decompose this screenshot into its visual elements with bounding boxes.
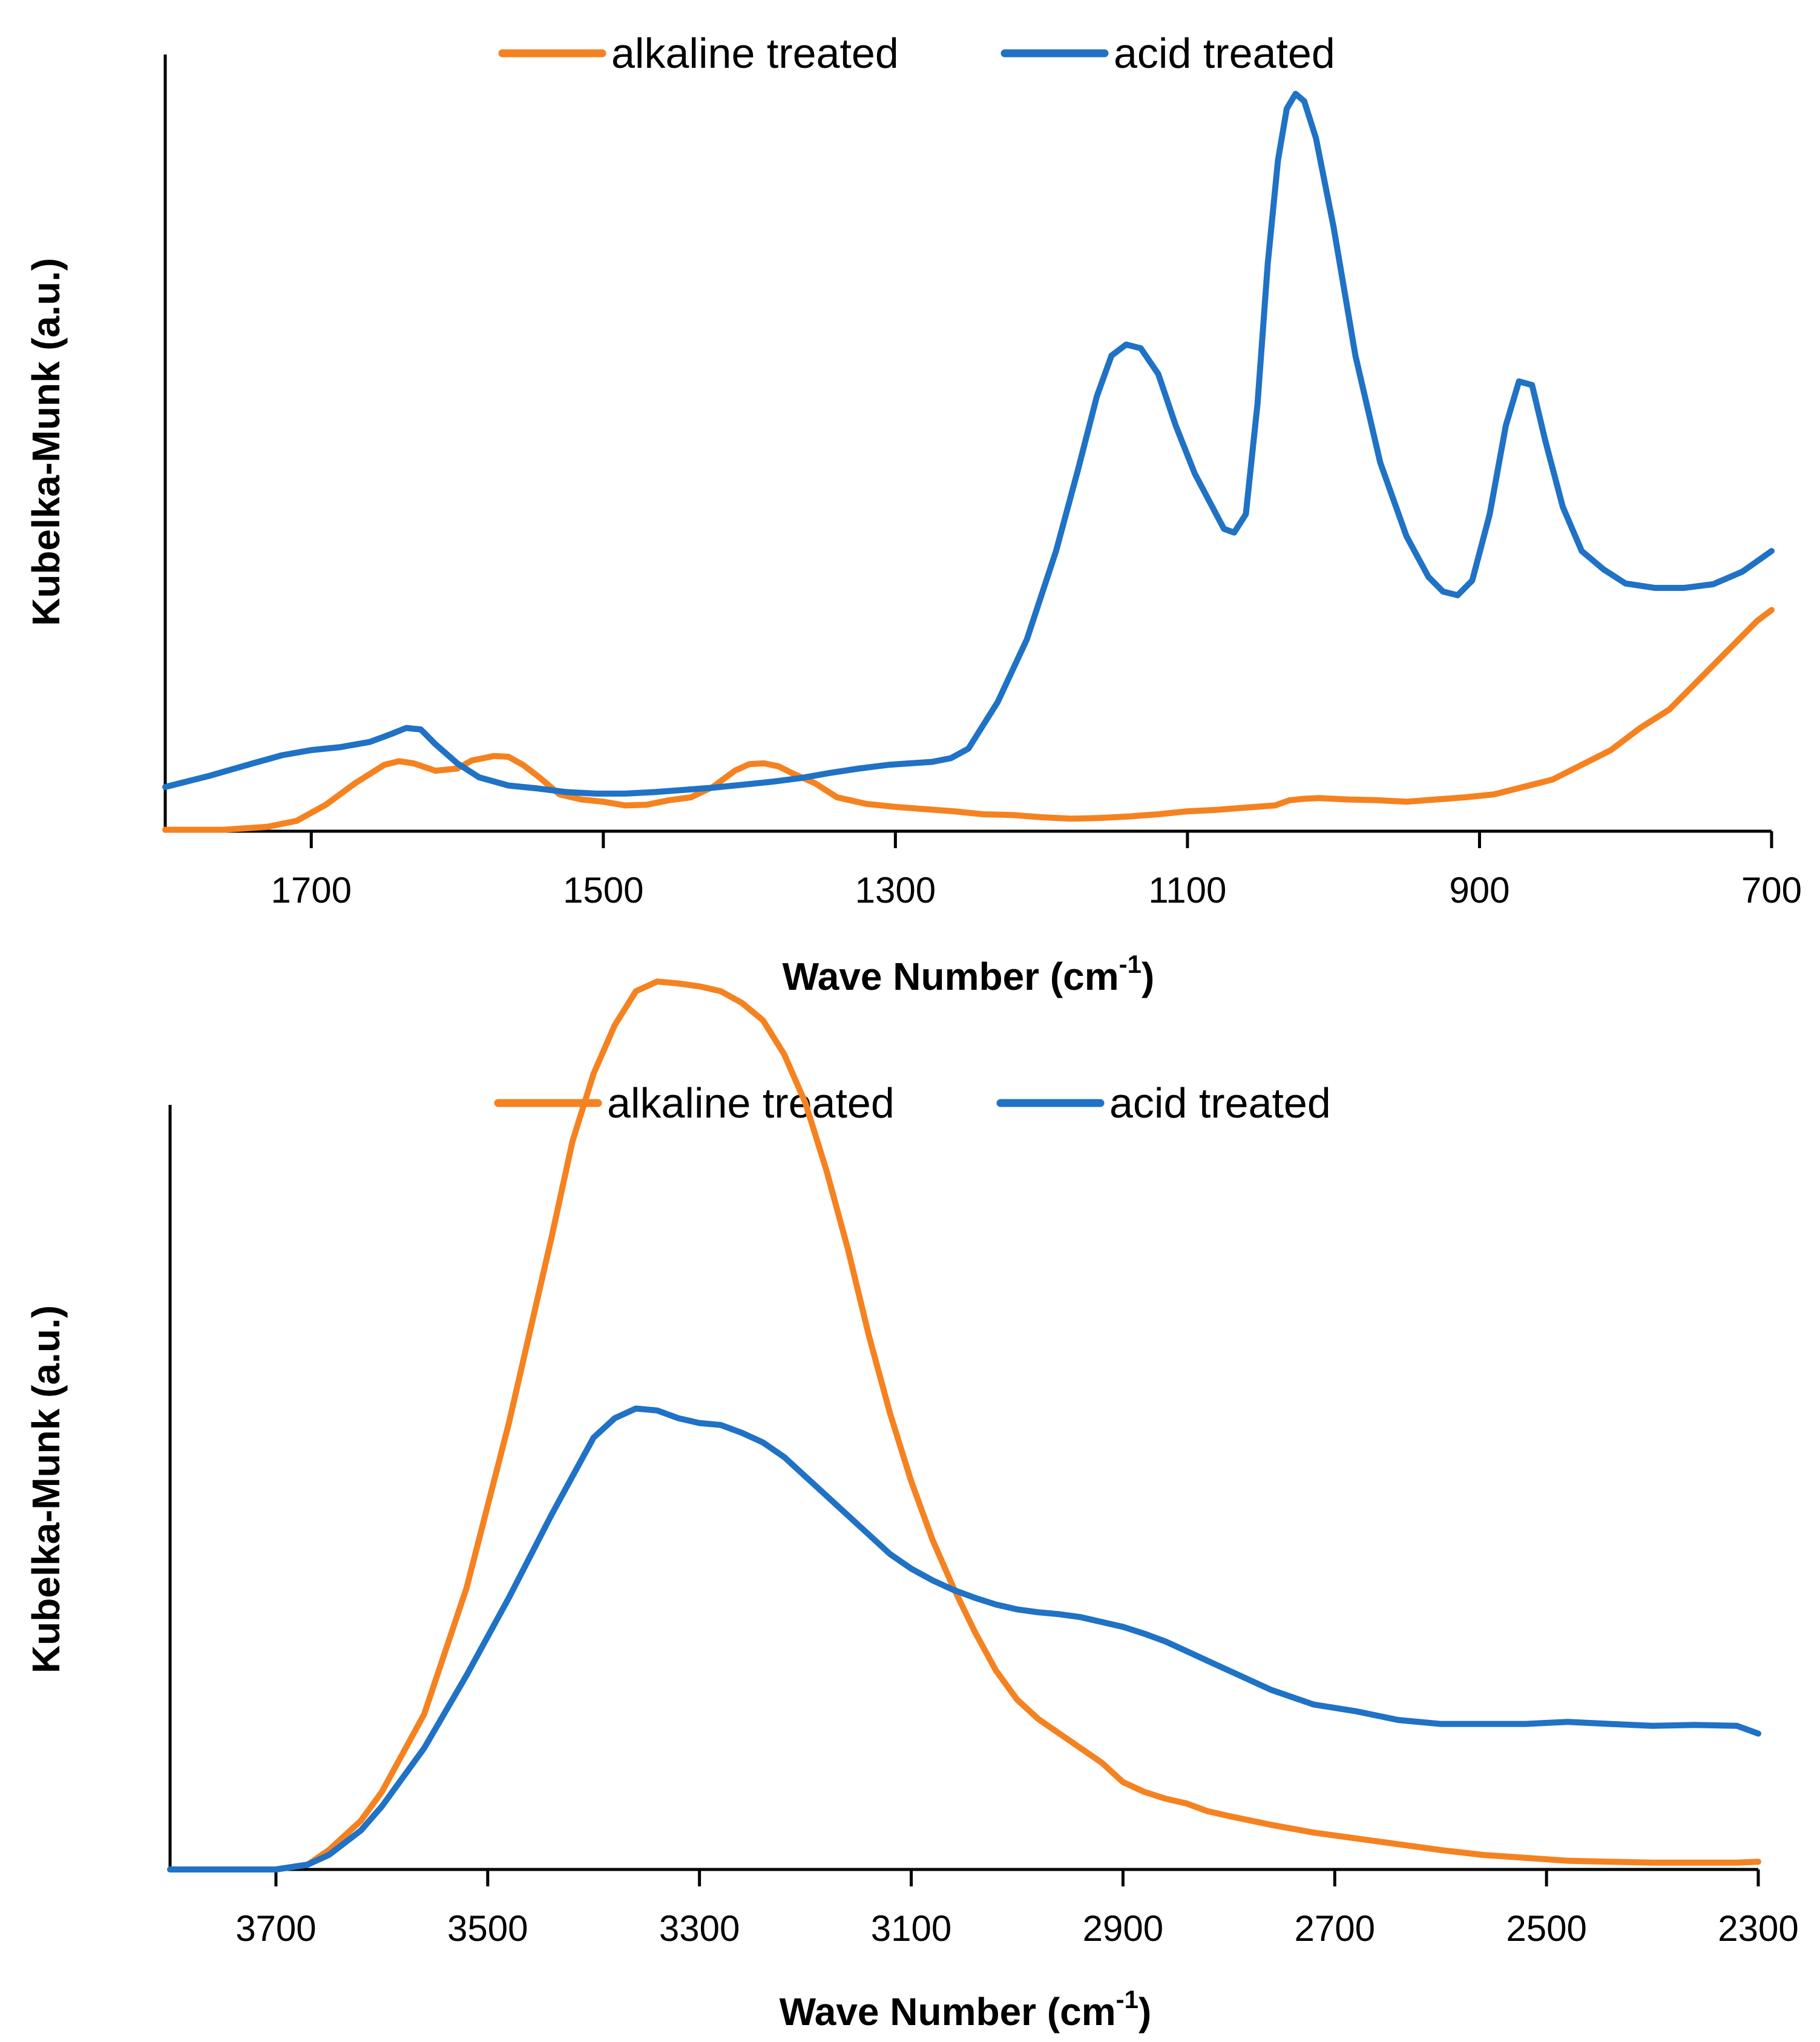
x-tick-label: 2900 <box>1083 1908 1163 1949</box>
x-ticks: 3700 3500 3300 3100 2900 2700 2500 2300 <box>235 1869 1799 1949</box>
legend-label-acid: acid treated <box>1114 30 1335 77</box>
series-line-acid-treated <box>162 91 1775 797</box>
series-line-alkaline-treated <box>167 978 1761 1872</box>
chart-fingerprint-region: alkaline treated acid treated 1700 1500 13… <box>24 30 1802 998</box>
plot-area <box>162 91 1775 833</box>
x-tick-label: 3700 <box>235 1908 316 1949</box>
legend-label-alkaline: alkaline treated <box>607 1079 895 1127</box>
x-tick-label: 3300 <box>659 1908 740 1949</box>
plot-area <box>167 978 1761 1872</box>
legend-label-alkaline: alkaline treated <box>611 30 899 77</box>
x-tick-label: 900 <box>1449 870 1510 911</box>
x-ticks: 1700 1500 1300 1100 900 700 <box>271 831 1802 911</box>
x-tick-label: 3500 <box>447 1908 528 1949</box>
x-tick-label: 1100 <box>1148 870 1226 911</box>
chart-oh-stretch-region: alkaline treated acid treated 3700 3500 33… <box>24 978 1799 2034</box>
x-tick-label: 2300 <box>1718 1908 1798 1949</box>
legend-label-acid: acid treated <box>1109 1079 1331 1127</box>
x-tick-label: 2500 <box>1506 1908 1586 1949</box>
x-tick-label: 1300 <box>855 870 936 911</box>
x-tick-label: 1700 <box>271 870 352 911</box>
legend: alkaline treated acid treated <box>498 30 1335 77</box>
x-axis-title: Wave Number (cm-1) <box>783 950 1155 998</box>
series-line-alkaline-treated <box>162 607 1775 833</box>
series-line-acid-treated <box>167 1405 1761 1872</box>
x-axis-title: Wave Number (cm-1) <box>780 1985 1152 2034</box>
legend: alkaline treated acid treated <box>494 1079 1331 1127</box>
x-tick-label: 2700 <box>1295 1908 1375 1949</box>
y-axis-title: Kubelka-Munk (a.u.) <box>24 258 68 626</box>
x-tick-label: 1500 <box>563 870 643 911</box>
x-tick-label: 700 <box>1741 870 1802 911</box>
y-axis-title: Kubelka-Munk (a.u.) <box>24 1305 68 1673</box>
x-tick-label: 3100 <box>871 1908 951 1949</box>
